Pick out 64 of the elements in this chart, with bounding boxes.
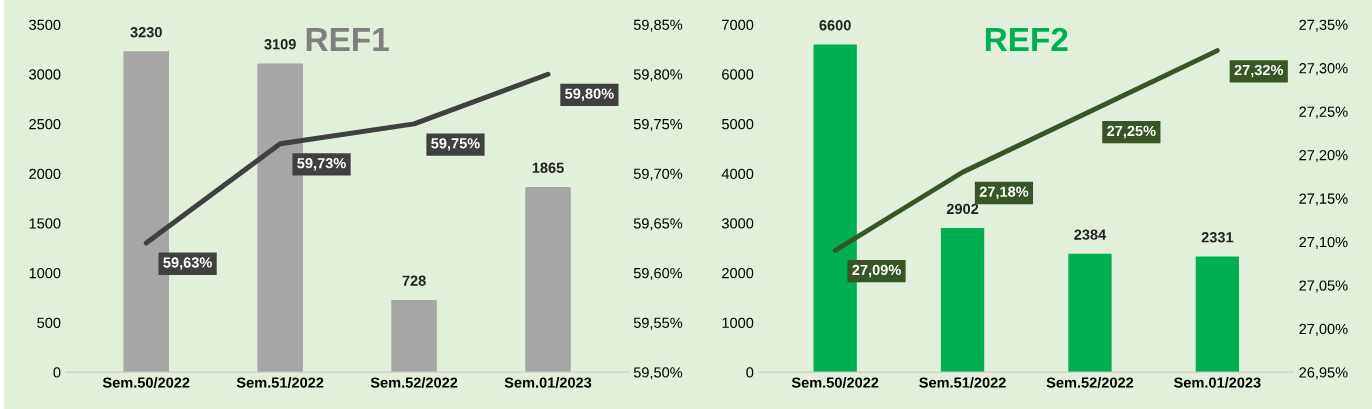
x-tick-label: Sem.52/2022	[370, 377, 458, 388]
data-label: 59,80%	[565, 88, 614, 101]
data-label: 27,32%	[1234, 64, 1284, 78]
y2-tick-label: 27,30%	[1299, 63, 1348, 76]
y2-tick-label: 26,95%	[1299, 367, 1348, 380]
y-tick-label: 0	[746, 367, 754, 378]
y2-tick-label: 27,20%	[1299, 150, 1348, 163]
y2-tick-label: 59,50%	[633, 367, 683, 380]
data-label: 3230	[130, 27, 162, 38]
y-tick-label: 1000	[29, 267, 61, 279]
y2-tick-label: 59,75%	[633, 118, 683, 132]
x-tick-label: Sem.52/2022	[1046, 377, 1134, 388]
x-tick-label: Sem.50/2022	[791, 377, 879, 388]
bar	[1195, 256, 1240, 373]
y-tick-label: 6000	[722, 69, 754, 80]
data-label: 59,63%	[163, 257, 212, 270]
y2-tick-label: 27,15%	[1299, 193, 1348, 206]
y2-tick-label: 59,85%	[633, 19, 683, 32]
data-label: 2384	[1074, 229, 1107, 240]
y-tick-label: 500	[37, 317, 61, 328]
x-tick-label: Sem.50/2022	[102, 377, 190, 388]
data-label: 3109	[264, 39, 296, 50]
y2-tick-label: 59,55%	[633, 317, 683, 330]
chart-title: REF2	[985, 27, 1068, 51]
y-tick-label: 4000	[721, 168, 754, 179]
y-tick-label: 0	[53, 367, 61, 378]
y2-tick-label: 59,60%	[633, 267, 683, 281]
y-tick-label: 5000	[722, 118, 754, 130]
y2-tick-label: 59,65%	[633, 218, 683, 231]
y2-tick-label: 59,80%	[633, 69, 683, 82]
y-tick-label: 2000	[29, 168, 61, 179]
data-label: 59,73%	[297, 158, 346, 171]
y2-tick-label: 27,25%	[1299, 106, 1348, 119]
y2-tick-label: 59,70%	[633, 168, 683, 181]
x-tick-label: Sem.01/2023	[504, 377, 592, 388]
data-label: 2331	[1201, 232, 1234, 243]
data-label: 27,25%	[1107, 125, 1156, 139]
y-tick-label: 2000	[722, 267, 754, 279]
bar	[940, 228, 985, 373]
chart-title: REF1	[306, 28, 389, 51]
y-tick-label: 7000	[722, 19, 754, 30]
x-tick-label: Sem.51/2022	[919, 377, 1006, 388]
bar	[391, 299, 437, 373]
data-label: 1865	[532, 162, 564, 173]
data-label: 2902	[946, 203, 979, 215]
data-label: 6600	[819, 20, 851, 31]
y-tick-label: 3000	[29, 69, 61, 80]
bar	[1068, 253, 1112, 373]
y-tick-label: 2500	[29, 118, 61, 130]
y2-tick-label: 27,05%	[1299, 280, 1348, 293]
y2-tick-label: 27,35%	[1299, 19, 1348, 32]
bar	[525, 186, 571, 373]
data-label: 728	[402, 275, 426, 286]
y-tick-label: 3500	[29, 19, 61, 30]
data-label: 27,09%	[852, 264, 901, 278]
x-tick-label: Sem.51/2022	[236, 377, 324, 388]
data-label: 27,18%	[979, 186, 1029, 200]
y2-tick-label: 27,00%	[1299, 323, 1348, 336]
y-tick-label: 1500	[29, 218, 61, 229]
y-tick-label: 3000	[721, 218, 754, 229]
y-tick-label: 1000	[722, 317, 754, 328]
y2-tick-label: 27,10%	[1299, 236, 1348, 249]
data-label: 59,75%	[431, 138, 480, 151]
x-tick-label: Sem.01/2023	[1173, 377, 1261, 388]
